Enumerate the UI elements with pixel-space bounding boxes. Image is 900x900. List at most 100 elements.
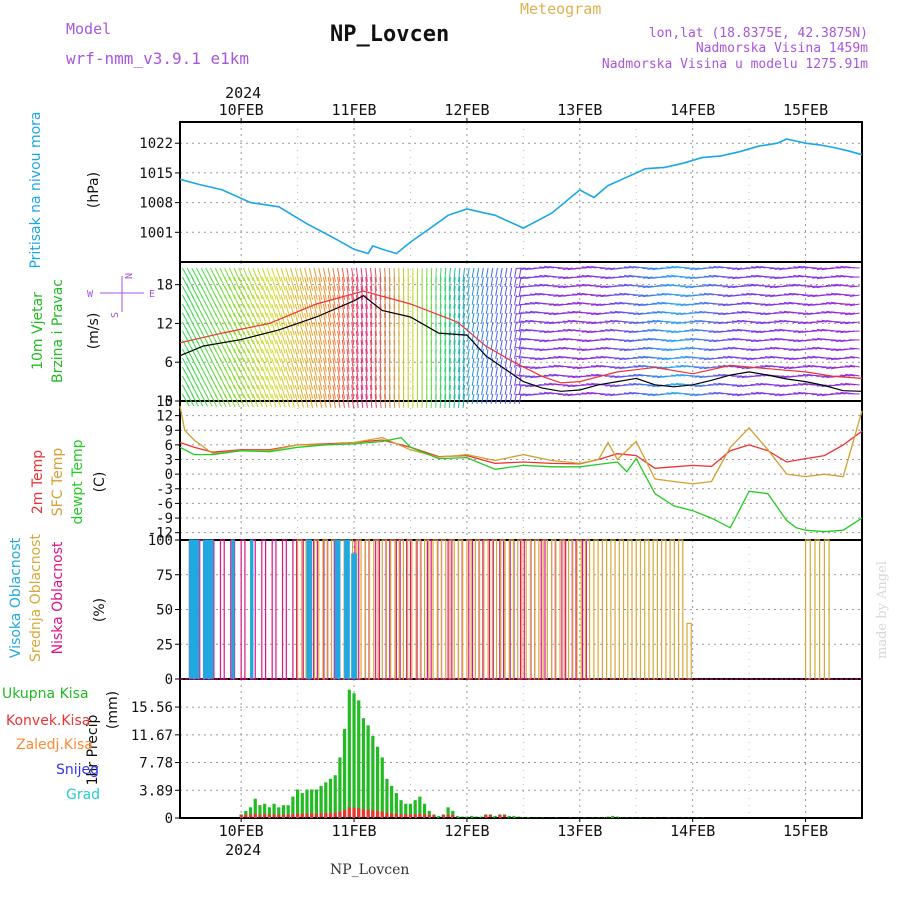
wind-barb-176 [233,366,241,381]
cloud-low-bar-7 [261,539,267,680]
wind-barb-1617 [675,373,686,377]
wind-barb-615 [374,267,377,282]
precip-conv-bar-21 [338,811,342,818]
wind-barb-534 [346,348,350,363]
precip-total-bar-45 [451,810,455,818]
wind-barb-643 [379,384,382,400]
panel-frame-precip [179,678,863,819]
wind-barb-619 [374,303,377,318]
wind-barb-1892 [764,285,776,288]
wind-barb-175 [233,357,241,372]
wind-barb-930 [471,267,475,278]
footer-station: NP_Lovcen [330,862,410,878]
wind-barb-614 [369,393,373,408]
wind-barb-463 [322,384,327,399]
wind-barb-833 [439,339,442,355]
wind-barb-1569 [661,348,672,351]
wind-barb-672 [388,375,391,391]
wind-barb-1947 [779,375,790,378]
wind-barb-1158 [534,292,545,296]
wind-barb-360 [294,267,300,282]
wind-barb-347 [290,285,295,300]
ytick-label-temperature-4: 0 [165,467,173,483]
wind-barb-975 [485,267,489,278]
wind-barb-1966 [788,275,799,278]
wind-barb-206 [243,366,250,381]
wind-barb-1018 [495,384,498,395]
wind-barb-1934 [774,393,785,397]
ytick-label-pressure-3: 1022 [139,136,173,152]
wind-barb-490 [332,357,336,372]
wind-barb-1024 [499,303,503,314]
precip-conv-bar-12 [295,813,300,818]
wind-barb-2048 [812,338,823,341]
wind-barb-119 [214,393,222,407]
wind-barb-1523 [647,337,658,341]
wind-barb-1839 [746,348,757,351]
wind-barb-1757 [722,285,733,288]
wind-barb-1401 [609,319,620,323]
wind-barb-195 [243,267,250,282]
wind-barb-577 [360,330,364,345]
wind-barb-393 [304,294,309,309]
wind-barb-550 [351,357,355,372]
wind-barb-866 [448,366,451,382]
wind-barb-545 [351,312,355,327]
wind-barb-879 [453,348,456,363]
wind-barb-670 [388,357,391,373]
wind-barb-1496 [638,364,649,368]
wind-barb-1678 [694,384,705,388]
wind-barb-1534 [652,302,663,305]
wind-barb-1664 [689,393,700,396]
precip-conv-bar-56 [502,814,507,818]
wind-barb-1622 [680,285,691,288]
wind-barb-1230 [557,267,569,269]
wind-barb-166 [233,276,241,291]
wind-barb-555 [355,267,359,282]
wind-barb-1914 [769,346,780,350]
wind-barb-1831 [746,275,757,278]
wind-barb-1833 [746,292,757,296]
wind-barb-565 [355,357,359,372]
precip-conv-bar-32 [390,813,394,818]
wind-barb-904 [462,303,466,318]
wind-barb-606 [369,321,373,336]
wind-barb-851 [444,366,447,382]
wind-barb-441 [318,321,323,336]
wind-barb-1078 [514,384,517,395]
wind-barb-874 [453,303,456,318]
precip-legend-0: Ukupna Kisa [2,686,89,702]
wind-barb-1029 [499,348,503,359]
wind-barb-1010 [495,312,498,323]
wind-barb-1239 [558,346,569,350]
wind-barb-1265 [567,311,578,314]
wind-barb-1391 [605,366,616,368]
wind-barb-492 [332,375,336,390]
precip-total-bar-21 [338,757,342,818]
wind-barb-580 [360,357,364,372]
wind-barb-910 [462,357,466,372]
wind-barb-179 [233,393,241,408]
wind-barb-214 [247,303,254,318]
wind-barb-625 [374,357,377,372]
wind-barb-902 [462,285,466,300]
wind-barb-1148 [529,339,540,341]
cloud-mid-bar-78 [627,539,633,680]
wind-barb-1197 [543,374,554,377]
precip-conv-bar-4 [258,814,262,818]
wind-barb-1217 [553,285,564,288]
wind-barb-2110 [830,357,841,361]
wind-barb-330 [285,267,291,282]
wind-barb-1570 [661,357,672,361]
wind-barb-1104 [515,346,526,350]
wind-barb-1981 [793,274,804,278]
wind-barb-203 [243,339,250,354]
wind-barb-1244 [558,393,569,396]
wind-barb-1866 [755,321,766,324]
wind-barb-248 [257,339,263,354]
precip-total-bar-17 [319,785,323,818]
wind-barb-1017 [495,375,498,386]
wind-barb-595 [365,357,368,372]
wind-barb-373 [294,384,300,399]
wind-barb-1380 [605,267,616,270]
